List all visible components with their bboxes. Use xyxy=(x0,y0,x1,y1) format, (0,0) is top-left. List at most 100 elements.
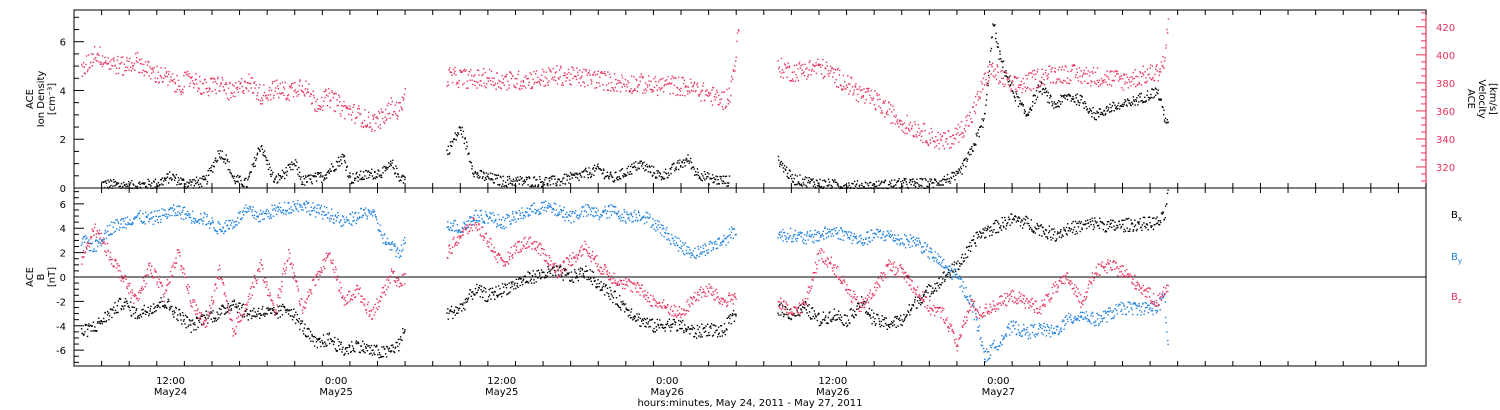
ion-density-point xyxy=(843,185,845,187)
ion-density-point xyxy=(811,179,813,181)
ion-density-point xyxy=(623,173,625,175)
velocity-point xyxy=(842,74,845,77)
ion-density-point xyxy=(880,180,883,183)
velocity-point xyxy=(857,93,859,95)
bx-point xyxy=(143,304,145,307)
velocity-point xyxy=(180,91,182,93)
bx-point xyxy=(725,328,728,330)
ion-density-point xyxy=(112,185,114,187)
by-point xyxy=(181,211,183,213)
ion-density-point xyxy=(713,181,715,183)
bx-point xyxy=(719,335,721,338)
ion-density-point xyxy=(637,167,639,169)
ion-density-point xyxy=(861,184,863,187)
velocity-point xyxy=(466,80,468,82)
velocity-point xyxy=(829,65,832,67)
ion-density-point xyxy=(214,157,217,159)
velocity-point xyxy=(90,61,92,64)
bx-point xyxy=(296,313,299,316)
ion-density-point xyxy=(1051,101,1053,103)
ion-density-point xyxy=(181,178,183,180)
bx-point xyxy=(874,324,877,326)
bx-point xyxy=(987,225,989,227)
velocity-point xyxy=(259,100,262,102)
ion-density-point xyxy=(543,184,546,186)
velocity-point xyxy=(1031,70,1034,72)
bx-point xyxy=(652,330,654,332)
velocity-point xyxy=(110,68,112,70)
velocity-point xyxy=(950,146,952,149)
velocity-point xyxy=(186,73,188,76)
bx-point xyxy=(825,322,828,324)
ion-density-point xyxy=(375,176,377,178)
ion-density-point xyxy=(206,180,209,183)
bx-point xyxy=(105,320,108,322)
bx-point xyxy=(942,272,944,274)
by-point xyxy=(172,210,174,212)
bx-point xyxy=(316,346,318,349)
velocity-point xyxy=(548,67,550,69)
bx-point xyxy=(447,308,449,310)
bx-point xyxy=(1065,226,1068,229)
ion-density-point xyxy=(1164,117,1167,119)
velocity-point xyxy=(686,90,689,92)
by-point xyxy=(87,241,89,243)
ion-density-point xyxy=(586,171,588,173)
velocity-point xyxy=(648,84,651,86)
velocity-point xyxy=(993,70,995,72)
ion-density-point xyxy=(564,183,567,185)
bx-point xyxy=(1036,228,1038,230)
velocity-point xyxy=(247,90,250,92)
ion-density-point xyxy=(1038,91,1040,93)
bx-point xyxy=(1159,220,1161,222)
velocity-point xyxy=(805,68,807,70)
velocity-point xyxy=(621,86,623,88)
velocity-point xyxy=(286,97,288,99)
by-point xyxy=(85,238,87,240)
bx-point xyxy=(927,292,929,294)
velocity-point xyxy=(877,99,879,101)
velocity-point xyxy=(600,71,603,73)
ion-density-point xyxy=(452,141,454,143)
velocity-point xyxy=(377,117,379,120)
velocity-point xyxy=(117,55,119,58)
bx-point xyxy=(1024,219,1027,221)
velocity-point xyxy=(905,127,907,130)
bx-point xyxy=(800,308,802,310)
bx-point xyxy=(874,318,876,320)
by-point xyxy=(109,233,112,235)
bx-point xyxy=(159,306,161,309)
bx-point xyxy=(994,220,996,222)
ion-density-point xyxy=(537,185,539,188)
bx-point xyxy=(211,312,213,314)
bx-point xyxy=(142,312,144,315)
velocity-point xyxy=(101,55,104,57)
bx-point xyxy=(284,309,287,311)
velocity-point xyxy=(781,69,784,71)
bx-point xyxy=(937,285,939,287)
bx-point xyxy=(1027,217,1029,220)
ion-density-point xyxy=(145,185,147,188)
bx-point xyxy=(1158,224,1161,226)
velocity-point xyxy=(94,57,97,59)
bx-point xyxy=(656,329,658,331)
velocity-point xyxy=(190,77,192,79)
by-point xyxy=(93,250,96,252)
bx-point xyxy=(125,301,127,303)
bx-point xyxy=(786,308,788,310)
bx-point xyxy=(721,330,723,332)
ion-density-point xyxy=(1157,89,1159,91)
ion-density-point xyxy=(791,177,793,180)
velocity-point xyxy=(975,104,977,106)
velocity-point xyxy=(273,94,275,97)
velocity-point xyxy=(222,86,225,88)
velocity-point xyxy=(148,75,150,77)
velocity-point xyxy=(806,78,808,80)
velocity-point xyxy=(570,84,572,86)
velocity-point xyxy=(99,63,101,65)
velocity-point xyxy=(551,78,553,80)
ion-density-point xyxy=(300,176,302,178)
velocity-point xyxy=(219,90,221,92)
velocity-point xyxy=(821,64,824,67)
bx-point xyxy=(1060,236,1063,239)
